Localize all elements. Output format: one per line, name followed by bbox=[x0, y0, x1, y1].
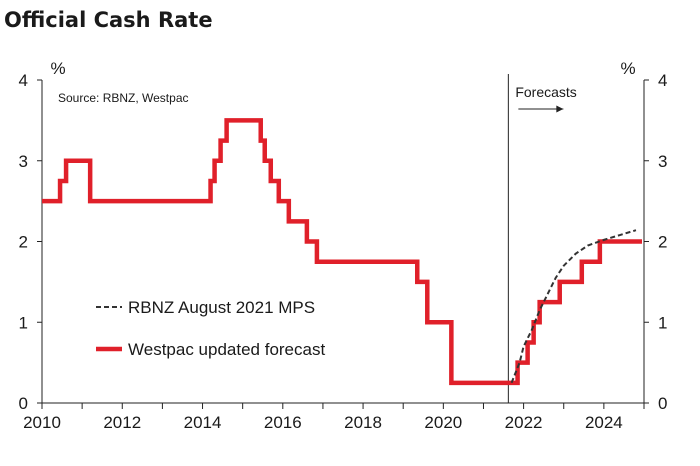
y-tick-label-right: 0 bbox=[658, 394, 667, 413]
forecast-marker: Forecasts bbox=[507, 74, 577, 403]
y-unit-right: % bbox=[620, 59, 635, 78]
forecast-arrow-head bbox=[556, 105, 564, 113]
y-tick-label-right: 4 bbox=[658, 71, 667, 90]
y-tick-label-left: 0 bbox=[19, 394, 28, 413]
y-tick-label-right: 1 bbox=[658, 313, 667, 332]
y-tick-label-left: 4 bbox=[19, 71, 28, 90]
legend-westpac-label: Westpac updated forecast bbox=[128, 340, 325, 359]
x-tick-label: 2024 bbox=[585, 413, 623, 432]
y-tick-label-left: 3 bbox=[19, 152, 28, 171]
x-tick-label: 2022 bbox=[505, 413, 543, 432]
x-tick-label: 2018 bbox=[344, 413, 382, 432]
y-tick-label-right: 3 bbox=[658, 152, 667, 171]
x-tick-label: 2010 bbox=[23, 413, 61, 432]
source-note: Source: RBNZ, Westpac bbox=[58, 91, 189, 105]
forecasts-label: Forecasts bbox=[515, 84, 576, 100]
y-tick-label-right: 2 bbox=[658, 233, 667, 252]
x-tick-label: 2020 bbox=[424, 413, 462, 432]
legend-rbnz-label: RBNZ August 2021 MPS bbox=[128, 298, 315, 317]
series-westpac-line bbox=[42, 118, 642, 386]
chart-title: Official Cash Rate bbox=[4, 8, 213, 32]
axes: 0 0 1 1 2 2 3 3 4 4 2010 2012 2014 2016 2018 2020 2022 20… bbox=[19, 59, 668, 432]
series-group bbox=[42, 118, 642, 386]
y-tick-label-left: 2 bbox=[19, 233, 28, 252]
y-unit-left: % bbox=[50, 59, 65, 78]
legend: RBNZ August 2021 MPS Westpac updated fore… bbox=[96, 298, 325, 359]
series-rbnz-line bbox=[510, 229, 637, 384]
y-tick-label-left: 1 bbox=[19, 313, 28, 332]
x-tick-label: 2012 bbox=[103, 413, 141, 432]
x-tick-label: 2014 bbox=[184, 413, 222, 432]
x-tick-label: 2016 bbox=[264, 413, 302, 432]
